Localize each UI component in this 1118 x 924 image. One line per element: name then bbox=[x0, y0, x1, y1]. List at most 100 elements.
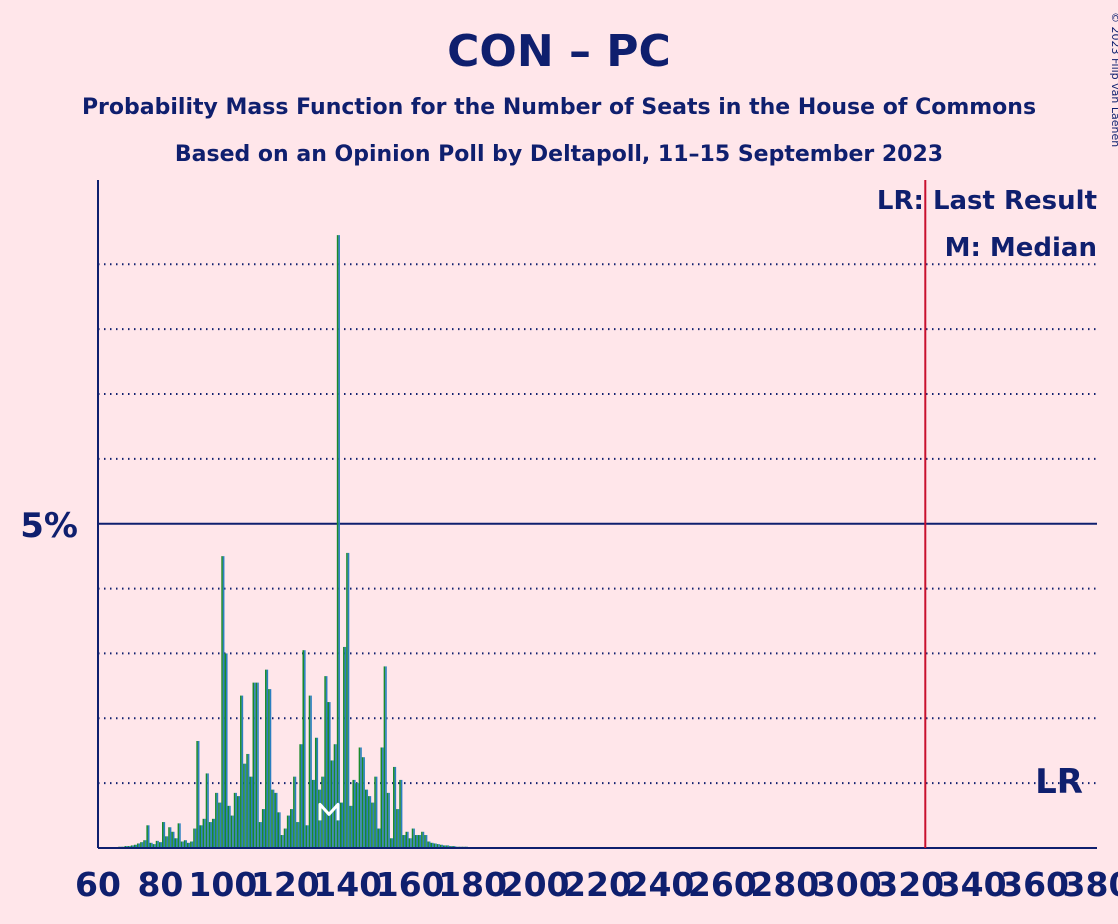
bar-112-blue bbox=[260, 822, 262, 848]
bar-138-green bbox=[339, 802, 342, 848]
bar-134-blue bbox=[329, 702, 331, 848]
bar-150-blue bbox=[378, 828, 381, 848]
bar-136-green bbox=[333, 744, 336, 848]
bar-159-green bbox=[405, 831, 408, 848]
bar-152-blue bbox=[385, 666, 387, 848]
bar-148-green bbox=[371, 802, 373, 848]
x-tick-label: 240 bbox=[625, 865, 694, 904]
bar-78-blue bbox=[154, 844, 156, 848]
bar-166-blue bbox=[428, 841, 431, 848]
x-tick-label: 180 bbox=[438, 865, 507, 904]
bar-130-green bbox=[314, 737, 317, 848]
bar-132-blue bbox=[322, 776, 325, 848]
bar-153-blue bbox=[388, 792, 390, 848]
bar-99-green bbox=[218, 802, 220, 848]
median-marker bbox=[318, 802, 340, 821]
bar-118-green bbox=[277, 812, 280, 848]
bar-162-blue bbox=[416, 835, 418, 848]
bar-161-blue bbox=[413, 828, 415, 848]
bar-145-blue bbox=[363, 757, 365, 848]
bar-110-green bbox=[252, 682, 255, 848]
bar-135-blue bbox=[332, 760, 334, 848]
bar-110-blue bbox=[254, 682, 256, 848]
bar-122-blue bbox=[291, 809, 294, 848]
bar-101-blue bbox=[225, 653, 228, 848]
bar-171-green bbox=[442, 845, 445, 848]
copyright-credit: © 2023 Filip van Laenen bbox=[1109, 12, 1118, 147]
bar-105-blue bbox=[238, 796, 241, 848]
bar-156-blue bbox=[397, 809, 400, 848]
bar-73-blue bbox=[138, 843, 141, 848]
bar-171-blue bbox=[444, 845, 447, 848]
bar-152-green bbox=[383, 666, 386, 848]
bar-84-blue bbox=[172, 831, 175, 848]
bar-158-green bbox=[402, 835, 404, 848]
bar-140-green bbox=[346, 552, 348, 848]
bar-119-green bbox=[280, 835, 283, 848]
bar-127-blue bbox=[307, 825, 309, 848]
bar-137-blue bbox=[338, 235, 340, 848]
bar-160-blue bbox=[410, 838, 412, 848]
bar-89-green bbox=[186, 842, 189, 848]
x-tick-label: 200 bbox=[501, 865, 570, 904]
bar-96-green bbox=[208, 822, 211, 848]
bar-149-blue bbox=[375, 776, 378, 848]
bar-113-green bbox=[261, 809, 264, 848]
bar-74-green bbox=[140, 842, 142, 848]
bar-80-blue bbox=[160, 842, 162, 848]
bar-127-green bbox=[305, 825, 308, 848]
bar-158-blue bbox=[403, 835, 406, 848]
last-result-marker-label: LR bbox=[1035, 762, 1083, 802]
bar-124-green bbox=[296, 822, 298, 848]
bar-130-blue bbox=[316, 737, 319, 848]
bar-144-green bbox=[358, 747, 361, 848]
bar-150-green bbox=[377, 828, 379, 848]
bar-97-blue bbox=[213, 818, 216, 848]
bar-144-blue bbox=[360, 747, 362, 848]
bar-81-blue bbox=[163, 822, 166, 848]
bar-93-blue bbox=[201, 825, 203, 848]
chart-subtitle-poll: Based on an Opinion Poll by Deltapoll, 1… bbox=[175, 142, 943, 167]
bar-82-green bbox=[165, 836, 167, 848]
bar-124-blue bbox=[297, 822, 300, 848]
bar-74-blue bbox=[141, 842, 144, 848]
bar-85-green bbox=[174, 838, 177, 848]
x-tick-label: 80 bbox=[137, 865, 183, 904]
bar-121-green bbox=[286, 815, 289, 848]
bar-136-blue bbox=[335, 744, 337, 848]
bar-162-green bbox=[414, 835, 417, 848]
bar-161-green bbox=[411, 828, 414, 848]
bar-169-blue bbox=[438, 844, 440, 848]
bar-132-green bbox=[321, 776, 323, 848]
bar-114-blue bbox=[266, 669, 269, 848]
x-tick-label: 220 bbox=[563, 865, 632, 904]
bar-98-blue bbox=[216, 792, 219, 848]
bar-129-green bbox=[311, 779, 314, 848]
bar-157-blue bbox=[400, 779, 403, 848]
bar-112-green bbox=[258, 822, 261, 848]
bar-153-green bbox=[386, 792, 389, 848]
bar-77-green bbox=[149, 842, 152, 848]
bar-139-blue bbox=[344, 646, 347, 848]
bar-163-blue bbox=[419, 835, 422, 848]
bar-128-blue bbox=[310, 695, 312, 848]
bar-129-blue bbox=[313, 779, 315, 848]
bar-102-blue bbox=[229, 805, 231, 848]
bar-117-blue bbox=[275, 792, 278, 848]
x-tick-label: 140 bbox=[313, 865, 382, 904]
bar-165-blue bbox=[425, 835, 428, 848]
bar-80-green bbox=[158, 842, 161, 848]
bar-166-green bbox=[427, 841, 429, 848]
x-tick-label: 340 bbox=[938, 865, 1007, 904]
bar-75-green bbox=[143, 840, 145, 848]
bar-117-green bbox=[274, 792, 276, 848]
bar-115-blue bbox=[269, 689, 272, 848]
bar-165-green bbox=[424, 835, 426, 848]
bar-101-green bbox=[224, 653, 226, 848]
bar-116-blue bbox=[272, 789, 275, 848]
bar-154-green bbox=[389, 838, 392, 848]
bar-169-green bbox=[436, 844, 439, 848]
bar-123-blue bbox=[294, 776, 297, 848]
bar-116-green bbox=[271, 789, 273, 848]
bar-168-blue bbox=[435, 843, 437, 848]
